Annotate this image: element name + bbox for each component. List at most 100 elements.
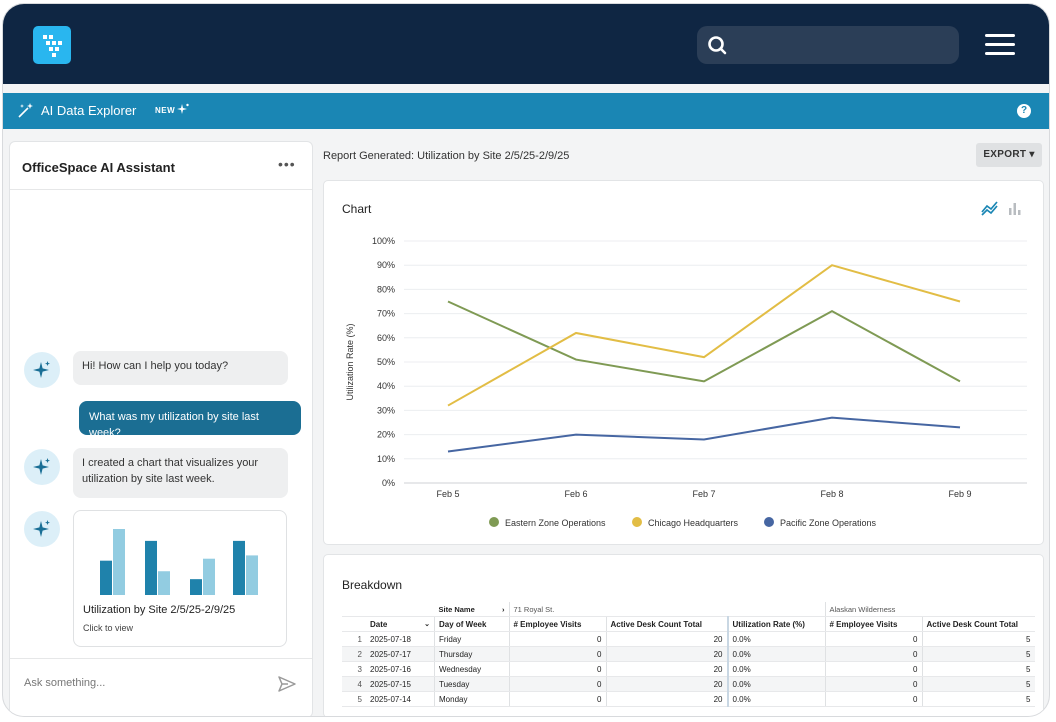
chart-card-link[interactable]: Click to view: [83, 623, 134, 633]
table-cell: 0: [824, 691, 922, 707]
column-header-visits[interactable]: # Employee Visits: [824, 616, 922, 632]
y-tick-label: 10%: [377, 454, 395, 464]
site-name-label: Site Name: [438, 604, 475, 614]
help-icon[interactable]: ?: [1017, 104, 1031, 118]
ask-input[interactable]: [22, 676, 266, 690]
table-cell: 0.0%: [726, 631, 825, 647]
table-row[interactable]: 2 2025-07-17 Thursday 0 20 0.0% 0 5: [342, 646, 1035, 662]
table-cell: 0: [508, 646, 606, 662]
series-line: [447, 264, 961, 407]
table-row[interactable]: 4 2025-07-15 Tuesday 0 20 0.0% 0 5: [342, 676, 1035, 692]
legend-marker: [489, 517, 499, 527]
x-tick-label: Feb 9: [948, 489, 971, 499]
legend-marker: [632, 517, 642, 527]
table-cell: 0: [508, 691, 606, 707]
legend-label: Eastern Zone Operations: [505, 518, 606, 528]
assistant-title: OfficeSpace AI Assistant: [22, 160, 175, 175]
assistant-avatar: [24, 352, 60, 388]
y-tick-label: 70%: [377, 309, 395, 319]
breakdown-table: Site Name › 71 Royal St. Alaskan Wildern…: [342, 602, 1035, 707]
line-chart-toggle-icon[interactable]: [981, 200, 999, 216]
table-cell: 0: [508, 676, 606, 692]
brand-logo-icon[interactable]: [33, 26, 71, 64]
bar-chart-toggle-icon[interactable]: [1008, 200, 1022, 216]
table-row[interactable]: 5 2025-07-14 Monday 0 20 0.0% 0 5: [342, 691, 1035, 707]
sparkle-icon: [33, 520, 50, 537]
assistant-panel: OfficeSpace AI Assistant ••• Hi! How can…: [9, 141, 313, 716]
table-cell: 0.0%: [726, 691, 825, 707]
table-cell: 2025-07-17: [366, 646, 435, 662]
table-cell: 0: [824, 646, 922, 662]
y-tick-label: 90%: [377, 260, 395, 270]
mini-chart-bar: [203, 558, 215, 595]
column-header-visits[interactable]: # Employee Visits: [508, 616, 606, 632]
y-axis-label: Utilization Rate (%): [345, 323, 355, 400]
table-cell: 0.0%: [726, 661, 825, 677]
y-tick-label: 50%: [377, 357, 395, 367]
y-tick-label: 100%: [372, 236, 395, 246]
hamburger-menu-icon[interactable]: [985, 34, 1015, 56]
x-tick-label: Feb 7: [692, 489, 715, 499]
column-header-date[interactable]: Date ⌄: [366, 616, 435, 632]
y-tick-label: 0%: [382, 478, 395, 488]
table-cell: 2025-07-16: [366, 661, 435, 677]
expand-arrow-icon: ›: [502, 604, 505, 614]
top-header: [3, 4, 1049, 84]
site-name-group-toggle[interactable]: Site Name ›: [434, 602, 509, 617]
table-cell: Friday: [434, 631, 509, 647]
search-box[interactable]: [697, 26, 959, 64]
table-group-row: Site Name › 71 Royal St. Alaskan Wildern…: [342, 602, 1035, 617]
send-icon[interactable]: [278, 676, 296, 692]
mini-chart-bar: [100, 560, 112, 595]
table-cell: 1: [342, 631, 366, 647]
table-cell: 20: [605, 691, 728, 707]
mini-chart-bar: [246, 555, 258, 595]
mini-chart-bar: [158, 571, 170, 595]
table-cell: 0.0%: [726, 646, 825, 662]
table-cell: Tuesday: [434, 676, 509, 692]
sort-dropdown-icon[interactable]: ⌄: [424, 620, 430, 628]
sparkle-icon: [33, 458, 50, 475]
table-cell: 5: [342, 691, 366, 707]
x-tick-label: Feb 6: [564, 489, 587, 499]
column-header-day[interactable]: Day of Week: [434, 616, 509, 632]
chart-preview-card[interactable]: Utilization by Site 2/5/25-2/9/25 Click …: [73, 510, 287, 647]
divider: [10, 658, 312, 659]
table-cell: Wednesday: [434, 661, 509, 677]
table-cell: 5: [921, 691, 1035, 707]
y-tick-label: 60%: [377, 333, 395, 343]
chart-panel: 0% 10% 20% 30% 40% 50% 60% 70% 80% 90% 100% Feb 5 Fe…: [323, 180, 1044, 545]
table-row[interactable]: 1 2025-07-18 Friday 0 20 0.0% 0 5: [342, 631, 1035, 647]
report-title: Report Generated: Utilization by Site 2/…: [323, 150, 570, 162]
table-cell: Monday: [434, 691, 509, 707]
table-cell: 20: [605, 631, 728, 647]
table-cell: Thursday: [434, 646, 509, 662]
y-tick-label: 40%: [377, 381, 395, 391]
column-header-desk-count[interactable]: Active Desk Count Total: [605, 616, 728, 632]
table-cell: 20: [605, 661, 728, 677]
table-cell: 2025-07-14: [366, 691, 435, 707]
table-cell: 5: [921, 631, 1035, 647]
column-header-utilization[interactable]: Utilization Rate (%): [726, 616, 825, 632]
mini-chart-bar: [233, 540, 245, 595]
site-group-header: Alaskan Wilderness: [824, 602, 1035, 617]
sub-header: AI Data Explorer NEW ?: [3, 93, 1049, 129]
table-cell: 2: [342, 646, 366, 662]
table-cell: 0: [824, 676, 922, 692]
chart-title: Chart: [342, 202, 372, 216]
site-group-header: 71 Royal St.: [508, 602, 825, 617]
table-row[interactable]: 3 2025-07-16 Wednesday 0 20 0.0% 0 5: [342, 661, 1035, 677]
assistant-avatar: [24, 449, 60, 485]
breakdown-panel: Breakdown Site Name › 71 Royal St. Alask…: [323, 554, 1044, 716]
column-header-desk-count[interactable]: Active Desk Count Total: [921, 616, 1035, 632]
table-cell: 20: [605, 676, 728, 692]
magic-sparkle-icon: [18, 103, 33, 118]
new-badge: NEW: [155, 106, 176, 115]
more-options-icon[interactable]: •••: [278, 156, 296, 172]
sparkle-icon: [33, 361, 50, 378]
table-cell: 20: [605, 646, 728, 662]
export-button[interactable]: EXPORT ▾: [976, 143, 1042, 167]
x-tick-label: Feb 5: [436, 489, 459, 499]
table-cell: 4: [342, 676, 366, 692]
y-tick-label: 80%: [377, 284, 395, 294]
